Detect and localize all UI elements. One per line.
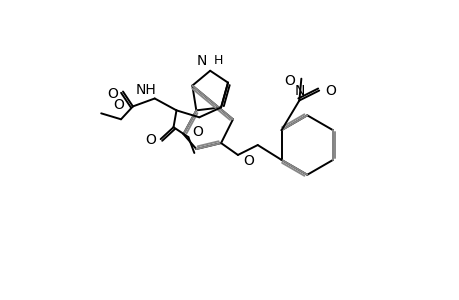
Text: O: O: [107, 86, 118, 100]
Text: O: O: [325, 84, 335, 98]
Text: N: N: [196, 54, 207, 68]
Text: NH: NH: [136, 82, 157, 97]
Text: O: O: [242, 154, 253, 168]
Text: O: O: [145, 133, 155, 147]
Text: O: O: [113, 98, 124, 112]
Text: N: N: [294, 85, 304, 98]
Text: O: O: [192, 125, 203, 139]
Text: O: O: [284, 74, 295, 88]
Text: H: H: [214, 54, 223, 67]
